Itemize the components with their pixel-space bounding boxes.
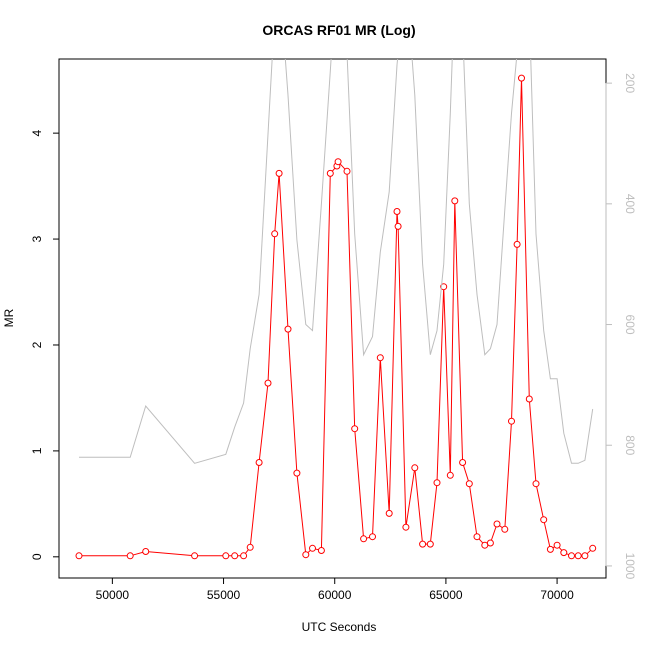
mr-data-point xyxy=(317,547,325,554)
mr-data-point xyxy=(231,552,239,560)
mr-data-point xyxy=(302,551,310,559)
y-axis: 0 1 2 3 4 xyxy=(30,129,60,560)
x-tick-label: 70000 xyxy=(540,588,574,602)
mr-data-point xyxy=(126,552,134,560)
mr-data-point xyxy=(246,543,254,551)
mr-data-point xyxy=(513,240,521,248)
mr-data-point xyxy=(369,533,376,541)
mr-data-point xyxy=(473,533,481,541)
mr-data-point xyxy=(553,541,561,549)
mr-data-point xyxy=(568,552,575,560)
right-y-tick-label: 800 xyxy=(623,435,637,455)
right-y-tick-label: 400 xyxy=(623,194,637,214)
mr-data-point xyxy=(393,208,401,215)
mr-data-point xyxy=(574,552,582,560)
mr-data-point xyxy=(532,480,540,488)
mr-data-point xyxy=(264,379,272,387)
chart-title: ORCAS RF01 MR (Log) xyxy=(262,22,415,38)
right-y-tick-label: 200 xyxy=(623,73,637,93)
mr-data-point xyxy=(326,169,334,177)
x-tick-label: 60000 xyxy=(318,588,352,602)
mr-data-point xyxy=(459,459,467,466)
mr-data-point xyxy=(465,480,473,488)
mr-data-point xyxy=(284,325,292,333)
mr-data-point xyxy=(222,552,230,560)
mr-data-point xyxy=(75,552,83,560)
mr-data-point xyxy=(433,479,441,487)
mr-data-point xyxy=(385,509,393,517)
mr-data-point xyxy=(271,230,279,238)
mr-data-point xyxy=(419,540,427,548)
mr-data-point xyxy=(191,552,199,560)
mr-data-point xyxy=(486,539,494,547)
x-tick-label: 50000 xyxy=(96,588,130,602)
mr-data-point xyxy=(493,520,501,528)
mr-data-point xyxy=(402,523,410,531)
x-axis-label: UTC Seconds xyxy=(302,620,377,634)
mr-data-point xyxy=(481,541,489,549)
mr-data-point xyxy=(426,540,434,548)
mr-data-point xyxy=(546,545,554,553)
mr-data-point xyxy=(525,395,533,403)
x-tick-label: 55000 xyxy=(207,588,241,602)
mr-data-point xyxy=(508,417,515,425)
mr-data-point xyxy=(255,459,263,466)
mr-data-point xyxy=(275,169,283,177)
mr-data-point xyxy=(394,222,402,230)
mr-series-line xyxy=(79,78,594,557)
mr-data-point xyxy=(343,167,351,175)
mr-data-point xyxy=(501,525,509,533)
mr-data-point xyxy=(293,469,301,477)
y-tick-label: 4 xyxy=(30,129,44,136)
right-y-tick-label: 1000 xyxy=(623,553,637,580)
mr-data-point xyxy=(142,548,150,555)
y-tick-label: 1 xyxy=(30,447,44,454)
y-tick-label: 0 xyxy=(30,553,44,560)
x-tick-label: 65000 xyxy=(429,588,463,602)
mr-data-point xyxy=(560,549,568,557)
mr-data-point xyxy=(334,158,342,166)
mr-data-point xyxy=(440,283,448,291)
y-tick-label: 3 xyxy=(30,235,44,242)
mr-data-point xyxy=(581,552,589,560)
mr-data-point xyxy=(411,464,419,472)
mr-data-point xyxy=(518,74,525,82)
mr-data-point xyxy=(446,471,454,479)
mr-data-point xyxy=(451,197,459,205)
plot-frame xyxy=(58,58,607,579)
right-y-axis: 200 400 600 800 1000 xyxy=(605,73,637,580)
mr-data-point xyxy=(589,544,597,552)
mr-data-point xyxy=(351,425,359,433)
mr-data-point xyxy=(309,544,316,552)
x-axis: 50000 55000 60000 65000 70000 xyxy=(96,577,574,602)
y-tick-label: 2 xyxy=(30,341,44,348)
right-axis-series-line xyxy=(79,59,594,464)
y-axis-label: MR xyxy=(2,308,16,327)
mr-data-point xyxy=(360,535,368,543)
mr-data-point xyxy=(540,516,548,524)
series-layer xyxy=(75,59,597,560)
mr-data-point xyxy=(240,552,248,560)
mr-data-point xyxy=(376,354,384,362)
right-y-tick-label: 600 xyxy=(623,315,637,335)
